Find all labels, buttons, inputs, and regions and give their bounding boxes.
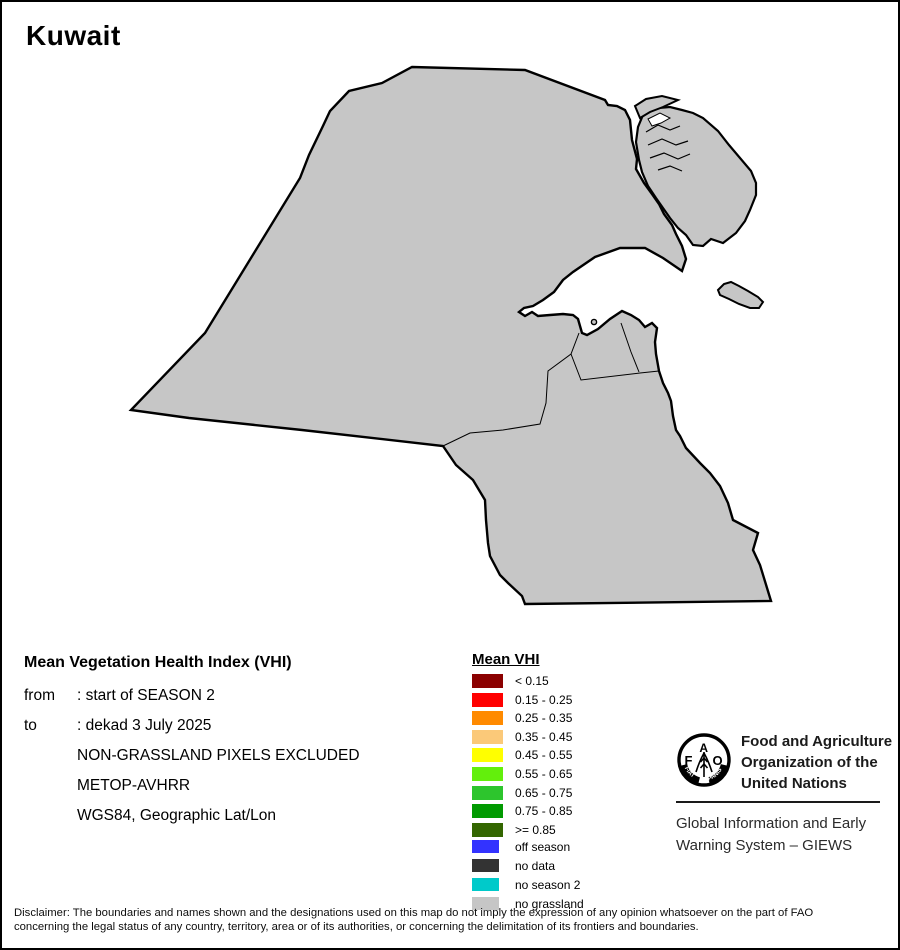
legend-row-label: 0.55 - 0.65: [515, 766, 573, 781]
metadata-row-value: : start of SEASON 2: [77, 687, 215, 704]
legend-row: no grassland: [472, 897, 672, 911]
legend-color-swatch: [472, 674, 503, 688]
metadata-row: to : dekad 3 July 2025: [24, 711, 454, 741]
legend-color-swatch: [472, 804, 503, 819]
legend-color-swatch: [472, 692, 503, 707]
map-metadata-block: Mean Vegetation Health Index (VHI) from …: [24, 654, 454, 831]
metadata-row-label: to: [24, 717, 37, 734]
metadata-row-label: [24, 741, 77, 771]
fao-organization-name: Food and Agriculture Organization of the U…: [741, 731, 892, 794]
internal-boundaries: [442, 322, 660, 447]
metadata-row-label: [24, 771, 77, 801]
legend-row-label: 0.65 - 0.75: [515, 785, 573, 800]
legend-row-label: 0.45 - 0.55: [515, 748, 573, 763]
legend: Mean VHI < 0.15 0.15 - 0.25 0.25 - 0.35: [472, 651, 672, 911]
fao-logo-letter-o: O: [713, 753, 723, 768]
metadata-row: METOP-AVHRR: [24, 771, 454, 801]
legend-color-swatch: [472, 859, 499, 873]
legend-color-swatch: [472, 822, 503, 837]
legend-row-label: no season 2: [515, 877, 581, 892]
metadata-title: Mean Vegetation Health Index (VHI): [24, 654, 292, 671]
legend-color-swatch: [472, 766, 503, 781]
fao-org-line: Food and Agriculture: [741, 733, 893, 750]
failaka-island-shape: [716, 280, 765, 309]
giews-line: Global Information and Early: [676, 815, 867, 832]
metadata-row-label: [24, 801, 77, 831]
kuwait-map: [128, 65, 773, 606]
metadata-row-label: from: [24, 687, 55, 704]
legend-row: < 0.15: [472, 674, 672, 688]
legend-row: >= 0.85: [472, 822, 672, 837]
legend-extra-list: off season no data no season 2 no grassl…: [472, 840, 672, 911]
metadata-rows: from : start of SEASON 2 to : dekad 3 Ju…: [24, 681, 454, 831]
legend-row-label: 0.25 - 0.35: [515, 711, 573, 726]
metadata-row-value: WGS84, Geographic Lat/Lon: [77, 807, 277, 824]
fao-logo: FIAT PANIS F A O: [677, 733, 731, 787]
giews-caption: Global Information and Early Warning Syst…: [676, 813, 866, 856]
metadata-row: WGS84, Geographic Lat/Lon: [24, 801, 454, 831]
country-mainland-shape: [128, 65, 773, 606]
fao-logo-letter-a: A: [699, 741, 708, 755]
legend-row: 0.45 - 0.55: [472, 748, 672, 763]
metadata-row: from : start of SEASON 2: [24, 681, 454, 711]
disclaimer-line: concerning the legal status of any count…: [14, 920, 699, 933]
legend-row: 0.25 - 0.35: [472, 711, 672, 726]
fao-logo-letter-f: F: [685, 753, 693, 768]
page-title: Kuwait: [26, 20, 121, 51]
legend-row-label: 0.75 - 0.85: [515, 804, 573, 819]
legend-row: no data: [472, 859, 672, 873]
legend-row-label: < 0.15: [515, 674, 549, 688]
metadata-row-value: : dekad 3 July 2025: [77, 717, 212, 734]
bubiyan-island-shape: [634, 105, 758, 248]
legend-title: Mean VHI: [472, 651, 540, 668]
metadata-row-value: METOP-AVHRR: [77, 777, 191, 794]
legend-color-swatch: [472, 711, 503, 726]
metadata-row-value: NON-GRASSLAND PIXELS EXCLUDED: [77, 747, 360, 764]
legend-row-label: 0.35 - 0.45: [515, 729, 573, 744]
legend-color-swatch: [472, 878, 499, 892]
legend-class-list: < 0.15 0.15 - 0.25 0.25 - 0.35 0.35 - 0.…: [472, 674, 672, 837]
disclaimer-text: Disclaimer: The boundaries and names sho…: [14, 907, 894, 935]
bay-islet: [590, 318, 598, 326]
legend-row: 0.35 - 0.45: [472, 729, 672, 744]
legend-row: 0.75 - 0.85: [472, 804, 672, 819]
legend-row-label: no grassland: [515, 896, 584, 911]
fao-org-line: United Nations: [741, 775, 847, 792]
legend-row: 0.15 - 0.25: [472, 692, 672, 707]
legend-row-label: no data: [515, 858, 556, 873]
legend-color-swatch: [472, 729, 503, 744]
fao-divider-line: [676, 801, 880, 803]
warbah-island-shape: [633, 94, 681, 120]
legend-color-swatch: [472, 840, 499, 854]
legend-row-label: >= 0.85: [515, 822, 556, 837]
legend-row: 0.65 - 0.75: [472, 785, 672, 800]
wheat-ear: [695, 752, 713, 777]
giews-line: Warning System – GIEWS: [676, 836, 853, 854]
legend-color-swatch: [472, 897, 499, 911]
legend-row: no season 2: [472, 878, 672, 892]
legend-row: 0.55 - 0.65: [472, 766, 672, 781]
metadata-row: NON-GRASSLAND PIXELS EXCLUDED: [24, 741, 454, 771]
legend-row-label: 0.15 - 0.25: [515, 692, 573, 707]
legend-row: off season: [472, 840, 672, 854]
legend-row-label: off season: [515, 839, 571, 854]
bubiyan-creek-lines: [645, 112, 691, 172]
legend-color-swatch: [472, 785, 503, 800]
fao-org-line: Organization of the: [741, 754, 878, 771]
legend-color-swatch: [472, 748, 503, 763]
disclaimer-line: Disclaimer: The boundaries and names sho…: [14, 907, 814, 919]
